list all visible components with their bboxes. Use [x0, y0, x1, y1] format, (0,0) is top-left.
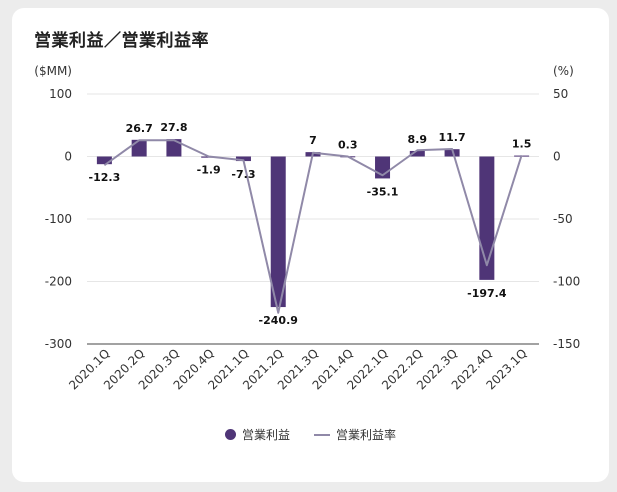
legend-item-bar[interactable]: 営業利益 — [224, 426, 290, 443]
data-label: 1.5 — [512, 138, 532, 151]
bar — [131, 139, 147, 157]
data-label: 26.7 — [126, 122, 153, 135]
data-label: -240.9 — [259, 314, 298, 327]
y-left-tick-label: 0 — [64, 150, 72, 164]
legend-bar-label: 営業利益 — [241, 428, 290, 442]
y-left-tick-label: -100 — [45, 212, 72, 226]
data-label: 0.3 — [338, 138, 358, 151]
data-label: -7.3 — [231, 168, 255, 181]
y-right-tick-label: -50 — [553, 212, 573, 226]
bar — [270, 156, 286, 308]
chart-card: 営業利益／営業利益率 100 0 -100 -200 -300 50 0 -50 -100 -15… — [12, 8, 609, 482]
y-left-tick-label: -300 — [45, 337, 72, 351]
legend-line-swatch-icon — [314, 433, 330, 436]
data-label: 11.7 — [439, 131, 466, 144]
bar — [444, 149, 460, 157]
y-right-unit: (%) — [553, 64, 574, 78]
legend-bar-swatch-icon — [224, 429, 236, 440]
y-right-tick-label: -150 — [553, 337, 580, 351]
legend: 営業利益 営業利益率 — [12, 426, 609, 443]
data-label: -35.1 — [367, 185, 399, 198]
y-right-tick-label: -100 — [553, 275, 580, 289]
chart-svg: 100 0 -100 -200 -300 50 0 -50 -100 -150 ($MM) (%) -1… — [34, 64, 580, 392]
y-left-tick-label: -200 — [45, 275, 72, 289]
y-left-unit: ($MM) — [34, 64, 72, 78]
data-label: -12.3 — [89, 171, 121, 184]
bar — [409, 150, 425, 157]
data-label: 27.8 — [160, 121, 187, 134]
legend-item-line[interactable]: 営業利益率 — [314, 426, 396, 443]
data-label: -1.9 — [197, 164, 221, 177]
bar — [235, 156, 251, 162]
data-label: -197.4 — [467, 287, 507, 300]
y-left-tick-label: 100 — [49, 87, 72, 101]
data-label: 7 — [309, 134, 317, 147]
y-right-tick-label: 0 — [553, 150, 561, 164]
data-label: 8.9 — [408, 133, 428, 146]
bar — [166, 139, 182, 157]
series-line — [103, 139, 523, 314]
chart-title: 営業利益／営業利益率 — [34, 31, 209, 51]
bar — [96, 156, 112, 165]
bar — [479, 156, 495, 280]
legend-line-label: 営業利益率 — [336, 428, 397, 442]
y-right-tick-label: 50 — [553, 87, 568, 101]
